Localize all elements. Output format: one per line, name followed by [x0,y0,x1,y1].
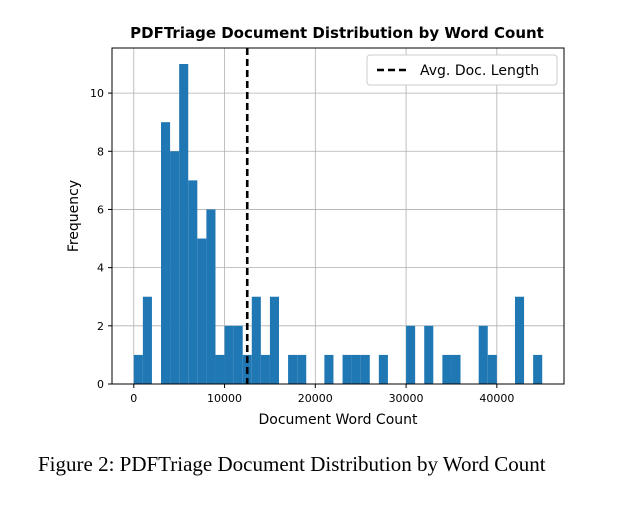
x-tick-label: 10000 [207,392,242,405]
chart-title: PDFTriage Document Distribution by Word … [130,24,544,42]
x-tick-label: 30000 [389,392,424,405]
histogram-bar [442,354,452,384]
histogram-bar [288,354,298,384]
histogram-bar [188,180,198,384]
legend-box [366,54,558,86]
figure-caption: Figure 2: PDFTriage Document Distributio… [38,452,546,476]
x-axis-label: Document Word Count [259,412,419,428]
histogram-bar [424,325,434,384]
histogram-bar [224,325,234,384]
y-tick-label: 8 [97,145,104,158]
histogram-bar [324,354,334,384]
y-tick-label: 2 [97,320,104,333]
histogram-bars [133,64,543,384]
histogram-bar [406,325,416,384]
y-tick-label: 0 [97,378,104,391]
histogram-bar [179,64,189,384]
histogram-bar [378,354,388,384]
legend-label-avg-doc-length: Avg. Doc. Length [420,63,539,79]
histogram-bar [260,354,270,384]
plot-frame [111,47,565,385]
histogram-bar [197,238,207,384]
histogram-bar [297,354,307,384]
histogram-bar [342,354,352,384]
histogram-bar [533,354,543,384]
histogram-bar [514,296,525,384]
x-axis-ticks: 0 10000 20000 30000 40000 [130,384,514,405]
histogram-bar [206,209,216,384]
histogram-bar [351,354,361,384]
histogram-bar [215,354,225,384]
histogram-bar [161,122,171,384]
histogram-chart: PDFTriage Document Distribution by Word … [66,24,565,428]
histogram-bar [233,325,243,384]
y-tick-label: 6 [97,203,104,216]
histogram-bar [251,296,261,384]
histogram-bar [360,354,370,384]
y-axis-label: Frequency [66,180,82,252]
histogram-bar [170,151,180,384]
histogram-bar [269,296,280,384]
histogram-bar [142,296,152,384]
x-tick-label: 20000 [298,392,333,405]
y-tick-label: 4 [97,262,104,275]
histogram-bar [487,354,497,384]
histogram-bar [133,354,143,384]
x-tick-label: 0 [130,392,137,405]
x-tick-label: 40000 [479,392,514,405]
y-tick-label: 10 [90,87,104,100]
histogram-bar [451,354,461,384]
histogram-bar [478,325,488,384]
y-axis-ticks: 0 2 4 6 8 10 [90,87,112,391]
legend: Avg. Doc. Length [366,54,558,86]
